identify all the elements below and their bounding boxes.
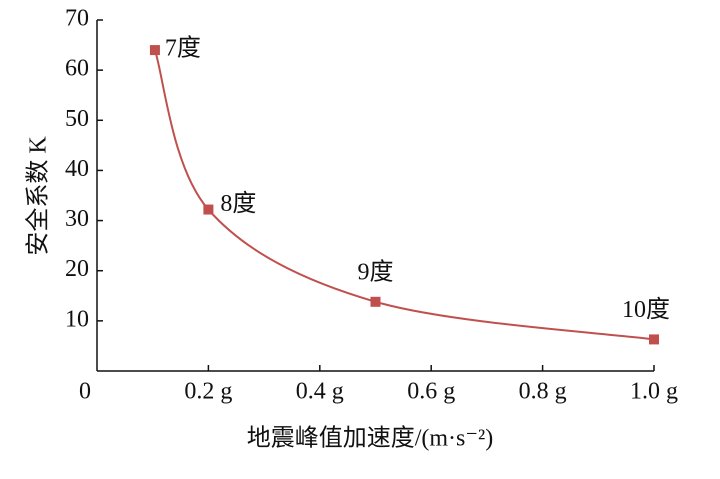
y-tick-label: 20 <box>65 256 89 282</box>
point-label: 10度 <box>622 296 670 323</box>
marker <box>370 296 381 307</box>
x-tick-label: 1.0 g <box>630 379 678 405</box>
y-tick-label: 60 <box>65 56 89 82</box>
x-tick-label: 0 <box>79 379 91 405</box>
x-tick-label: 0.8 g <box>519 379 567 405</box>
y-tick-label: 50 <box>65 106 89 132</box>
y-tick-label: 10 <box>65 306 89 332</box>
marker <box>149 45 160 56</box>
point-label: 7度 <box>165 35 201 62</box>
y-tick-label: 40 <box>65 156 89 182</box>
x-tick-label: 0.2 g <box>184 379 232 405</box>
x-tick-label: 0.6 g <box>407 379 455 405</box>
y-axis-label: 安全系数 K <box>25 136 52 256</box>
x-axis-label: 地震峰值加速度/(m·s⁻²) <box>247 425 494 452</box>
y-tick-label: 30 <box>65 206 89 232</box>
point-label: 8度 <box>220 190 256 217</box>
x-tick-label: 0.4 g <box>296 379 344 405</box>
y-tick-label: 70 <box>65 6 89 32</box>
marker <box>649 334 659 345</box>
marker <box>203 204 214 215</box>
curve <box>153 49 655 341</box>
point-label: 9度 <box>358 258 394 285</box>
